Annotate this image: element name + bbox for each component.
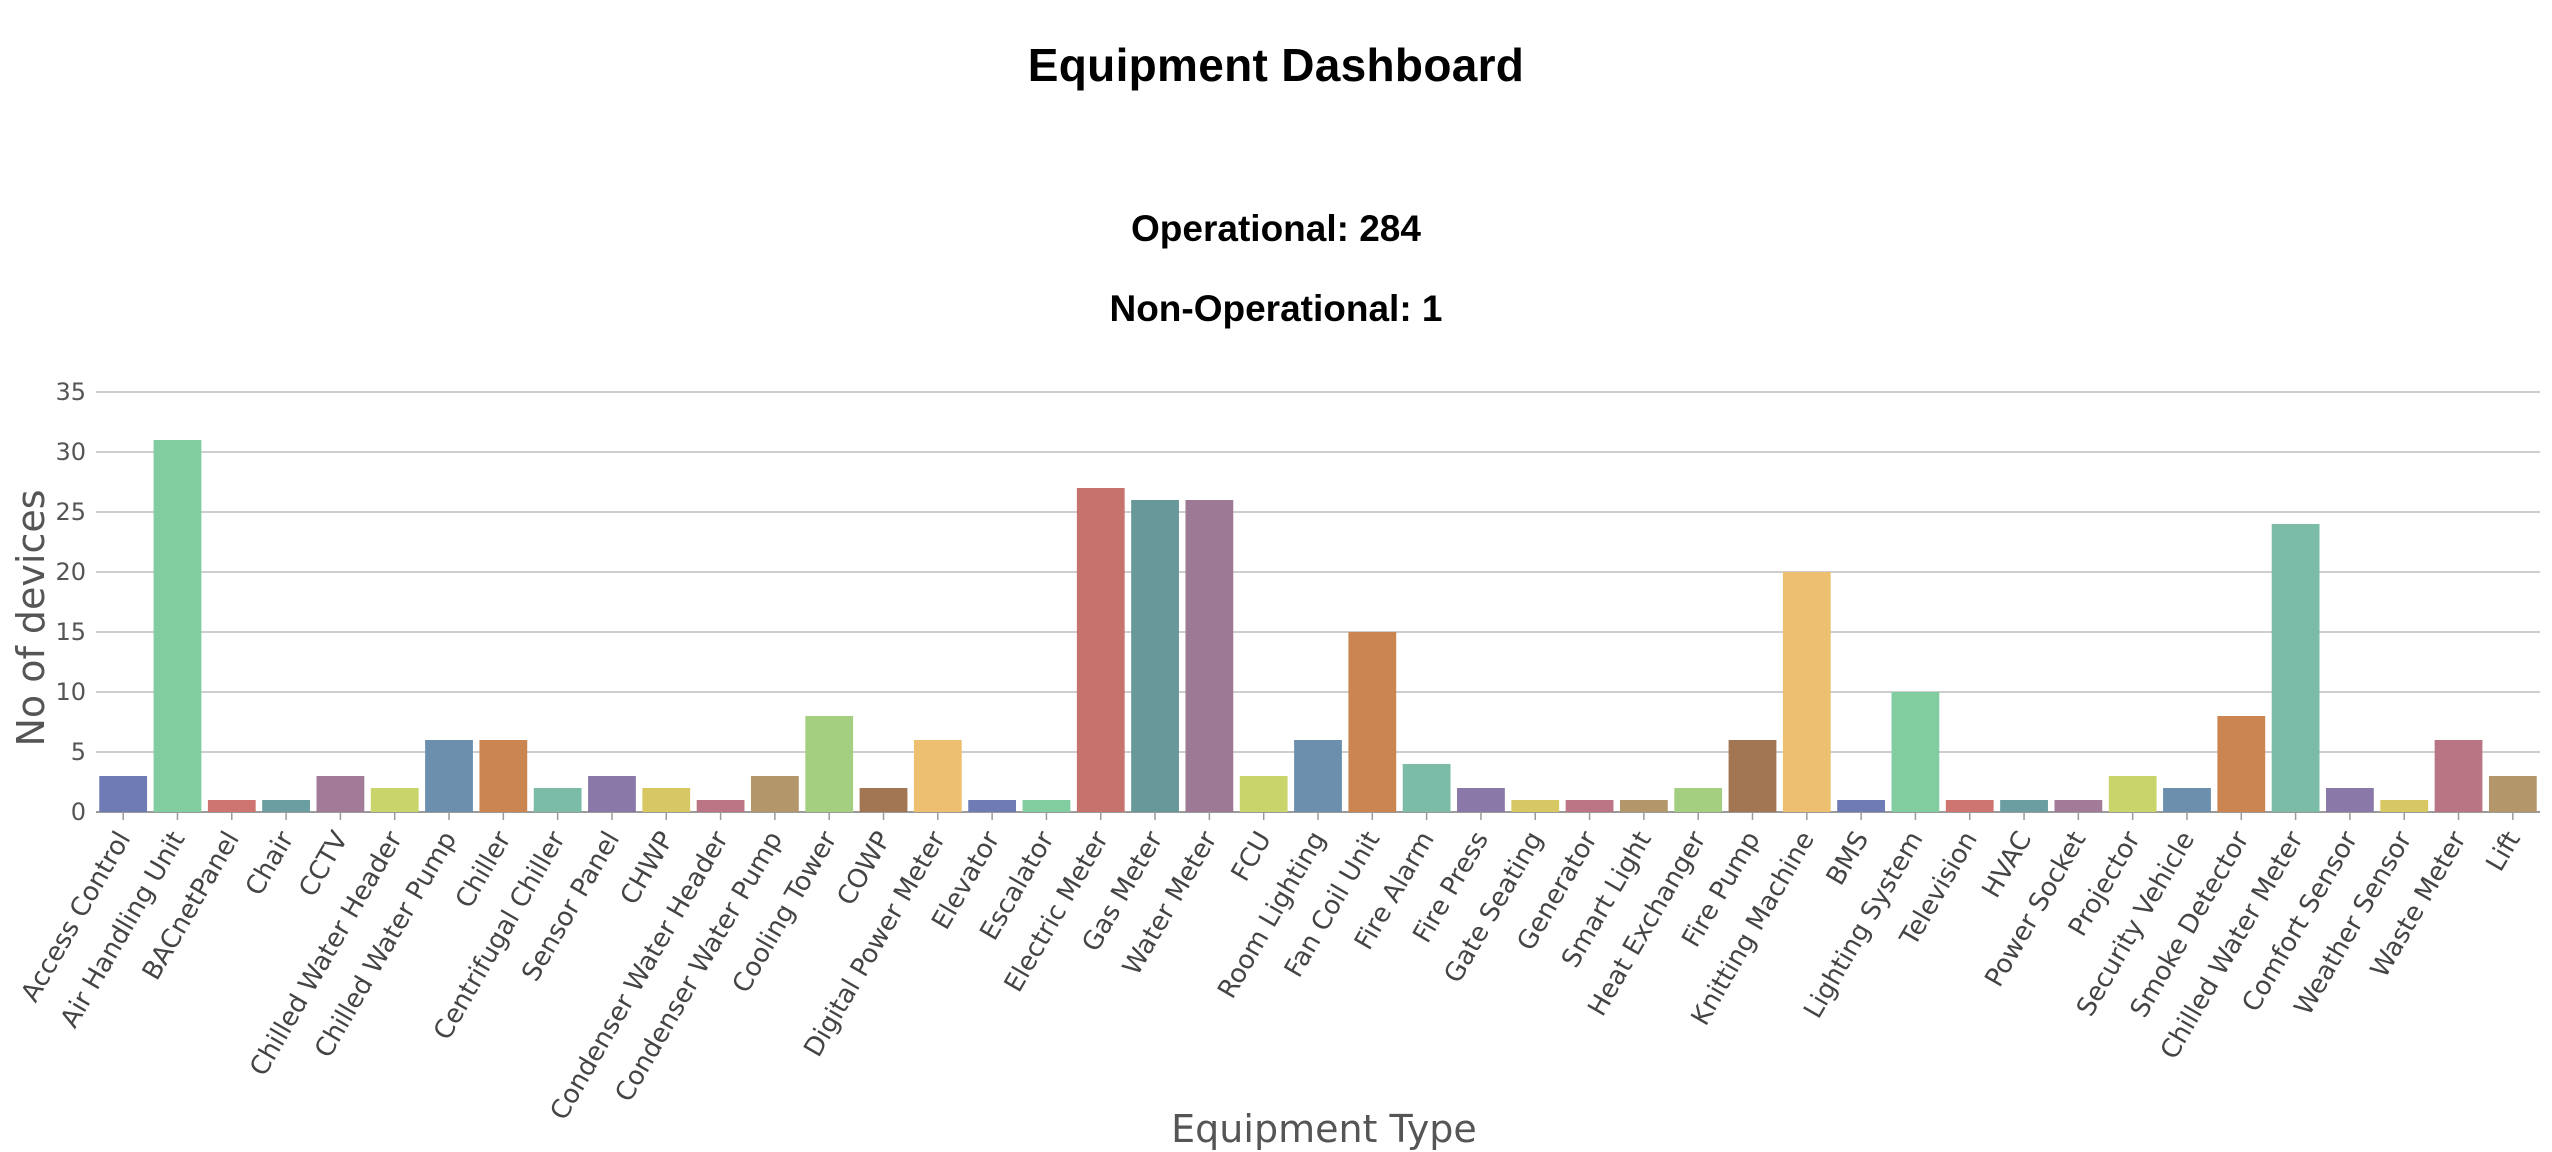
bar[interactable] <box>370 788 419 812</box>
bar[interactable] <box>316 776 365 812</box>
bar[interactable] <box>1457 788 1505 812</box>
x-tick-label: BMS <box>1821 827 1875 891</box>
bar[interactable] <box>1022 800 1071 812</box>
bar[interactable] <box>1782 572 1831 812</box>
bar[interactable] <box>207 800 256 812</box>
bar[interactable] <box>2054 800 2103 812</box>
y-tick-label: 0 <box>71 798 86 826</box>
x-axis-title: Equipment Type <box>1171 1107 1477 1151</box>
bar[interactable] <box>696 800 745 812</box>
y-tick-labels: 0 5 10 15 20 25 30 35 <box>55 378 86 826</box>
bar[interactable] <box>642 788 691 812</box>
bar[interactable] <box>2108 776 2157 812</box>
bar[interactable] <box>1837 800 1886 812</box>
y-tick-label: 30 <box>55 438 86 466</box>
bar[interactable] <box>479 740 528 812</box>
bar[interactable] <box>805 716 854 812</box>
bar[interactable] <box>2488 776 2537 812</box>
bar[interactable] <box>1294 740 1342 812</box>
operational-count: Operational: 284 <box>1131 208 1421 249</box>
bar[interactable] <box>1619 800 1668 812</box>
bar[interactable] <box>1511 800 1560 812</box>
y-axis-title: No of devices <box>9 489 53 746</box>
bar[interactable] <box>1728 740 1777 812</box>
bar[interactable] <box>425 740 473 812</box>
bar[interactable] <box>2380 800 2429 812</box>
bar[interactable] <box>968 800 1017 812</box>
bar[interactable] <box>533 788 582 812</box>
bar[interactable] <box>1239 776 1288 812</box>
bar[interactable] <box>99 776 148 812</box>
bar[interactable] <box>1565 800 1614 812</box>
bar[interactable] <box>2434 740 2483 812</box>
bar[interactable] <box>2163 788 2211 812</box>
page-title: Equipment Dashboard <box>1027 39 1525 91</box>
bar[interactable] <box>1076 488 1125 812</box>
y-tick-label: 25 <box>55 498 86 526</box>
bar[interactable] <box>2000 800 2048 812</box>
x-tick-label: Lift <box>2481 827 2527 877</box>
bar[interactable] <box>2217 716 2266 812</box>
x-tick-label: Chair <box>240 826 300 901</box>
bar[interactable] <box>750 776 799 812</box>
bar[interactable] <box>2326 788 2374 812</box>
y-tick-label: 10 <box>55 678 86 706</box>
bars-layer <box>99 440 2537 812</box>
bar[interactable] <box>1402 764 1451 812</box>
y-tick-label: 15 <box>55 618 86 646</box>
bar[interactable] <box>1945 800 1994 812</box>
bar[interactable] <box>913 740 962 812</box>
bar[interactable] <box>1674 788 1723 812</box>
non-operational-count: Non-Operational: 1 <box>1109 288 1443 329</box>
bar[interactable] <box>1348 632 1397 812</box>
bar[interactable] <box>2271 524 2320 812</box>
x-tick-label: FCU <box>1226 827 1278 887</box>
bar[interactable] <box>262 800 310 812</box>
bar[interactable] <box>153 440 202 812</box>
y-tick-label: 35 <box>55 378 86 406</box>
y-tick-label: 20 <box>55 558 86 586</box>
bar[interactable] <box>1131 500 1179 812</box>
bar[interactable] <box>1185 500 1234 812</box>
bar[interactable] <box>1891 692 1940 812</box>
bar[interactable] <box>859 788 908 812</box>
bar[interactable] <box>588 776 636 812</box>
y-tick-label: 5 <box>71 738 86 766</box>
